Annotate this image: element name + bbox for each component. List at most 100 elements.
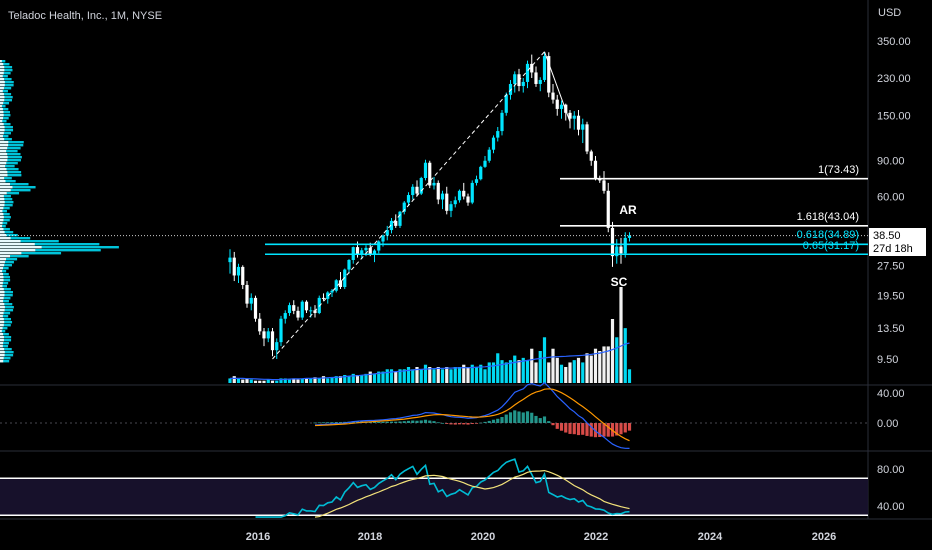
macd-histogram-bar xyxy=(355,421,360,423)
volume-bar xyxy=(347,376,351,383)
profile-bar xyxy=(0,231,14,234)
candle-body xyxy=(589,151,593,161)
macd-histogram-bar xyxy=(551,423,555,426)
axes: 350.00 230.00 150.00 90.00 60.00 27.50 19.50 13… xyxy=(246,36,911,543)
profile-bar-core xyxy=(0,219,4,222)
macd-histogram-bar xyxy=(530,412,534,423)
profile-bar xyxy=(0,213,10,216)
profile-bar-core xyxy=(0,117,4,120)
profile-bar xyxy=(0,162,18,165)
profile-bar-core xyxy=(0,321,5,324)
profile-bar xyxy=(0,357,11,360)
profile-bar xyxy=(0,246,119,249)
profile-bar-core xyxy=(0,108,3,111)
volume-bar xyxy=(402,369,406,383)
profile-bar xyxy=(0,144,24,147)
volume-bar xyxy=(436,367,440,383)
candle-body xyxy=(576,115,581,130)
volume-bar xyxy=(513,355,517,383)
profile-bar xyxy=(0,270,7,273)
profile-bar xyxy=(0,261,14,264)
candle-body xyxy=(610,227,615,257)
profile-bar-core xyxy=(0,147,8,150)
profile-bar xyxy=(0,90,8,93)
profile-bar xyxy=(0,177,12,180)
profile-bar xyxy=(0,78,12,81)
profile-bar-core xyxy=(0,348,5,351)
macd-histogram-bar xyxy=(585,423,589,436)
macd-histogram-bar xyxy=(496,418,500,423)
volume-bar xyxy=(245,378,249,383)
profile-bar-core xyxy=(0,291,5,294)
volume-bar xyxy=(292,378,296,383)
candle-body xyxy=(538,79,542,84)
profile-bar-core xyxy=(0,243,35,246)
overlays xyxy=(0,51,868,360)
candle-body xyxy=(521,81,525,87)
volume-bar xyxy=(343,375,347,383)
profile-bar-core xyxy=(0,309,5,312)
volume-bar xyxy=(283,378,287,383)
profile-bar-core xyxy=(0,285,3,288)
profile-bar-core xyxy=(0,294,5,297)
profile-bar-core xyxy=(0,144,9,147)
profile-bar xyxy=(0,279,11,282)
volume-bar xyxy=(542,337,547,383)
profile-bar-core xyxy=(0,165,6,168)
price-tick-label: 90.00 xyxy=(877,156,905,168)
rsi-tick-label: 40.00 xyxy=(877,501,905,513)
macd-histogram-bar xyxy=(321,422,326,424)
candle-body xyxy=(487,149,491,161)
profile-bar-core xyxy=(0,168,7,171)
candle-body xyxy=(368,247,372,255)
profile-bar-core xyxy=(0,63,4,66)
time-tick-label: 2016 xyxy=(246,531,270,543)
profile-bar xyxy=(0,120,7,123)
candle-body xyxy=(326,292,330,299)
volume-bar xyxy=(534,362,538,383)
volume-bar xyxy=(568,362,572,383)
price-tick-label: 350.00 xyxy=(877,36,911,48)
candle-body xyxy=(474,179,479,183)
profile-bar xyxy=(0,219,10,222)
signal-line xyxy=(314,388,630,442)
last-price-box: 38.50 27d 18h xyxy=(869,228,926,256)
profile-bar-core xyxy=(0,204,5,207)
profile-bar-core xyxy=(0,357,4,360)
profile-bar-core xyxy=(0,264,5,267)
volume-bar xyxy=(619,287,623,383)
time-tick-label: 2024 xyxy=(698,531,723,543)
profile-bar xyxy=(0,180,16,183)
profile-bar xyxy=(0,210,7,213)
volume-bar xyxy=(581,362,585,383)
profile-bar xyxy=(0,249,101,252)
profile-bar xyxy=(0,342,9,345)
profile-bar xyxy=(0,276,11,279)
candle-body xyxy=(432,182,436,186)
volume-bar xyxy=(623,328,627,383)
profile-bar-core xyxy=(0,198,5,201)
volume-bar xyxy=(326,378,330,383)
time-tick-label: 2018 xyxy=(358,531,382,543)
candle-body xyxy=(415,186,419,194)
candle-body xyxy=(462,190,466,197)
volume-bar xyxy=(351,373,355,383)
candle-body xyxy=(428,162,432,186)
macd-histogram-bar xyxy=(398,421,402,423)
profile-bar xyxy=(0,333,9,336)
volume-bar xyxy=(406,367,411,383)
candle-body xyxy=(343,269,347,287)
macd-histogram-bar xyxy=(606,423,610,437)
volume-bar xyxy=(411,369,415,383)
volume-bar xyxy=(287,379,292,383)
profile-bar-core xyxy=(0,150,7,153)
profile-bar-core xyxy=(0,123,4,126)
profile-bar-core xyxy=(0,72,4,75)
profile-bar xyxy=(0,105,6,108)
profile-bar-core xyxy=(0,330,2,333)
volume-bar xyxy=(479,364,483,383)
profile-bar-core xyxy=(0,360,4,363)
volume-bar xyxy=(453,367,457,383)
